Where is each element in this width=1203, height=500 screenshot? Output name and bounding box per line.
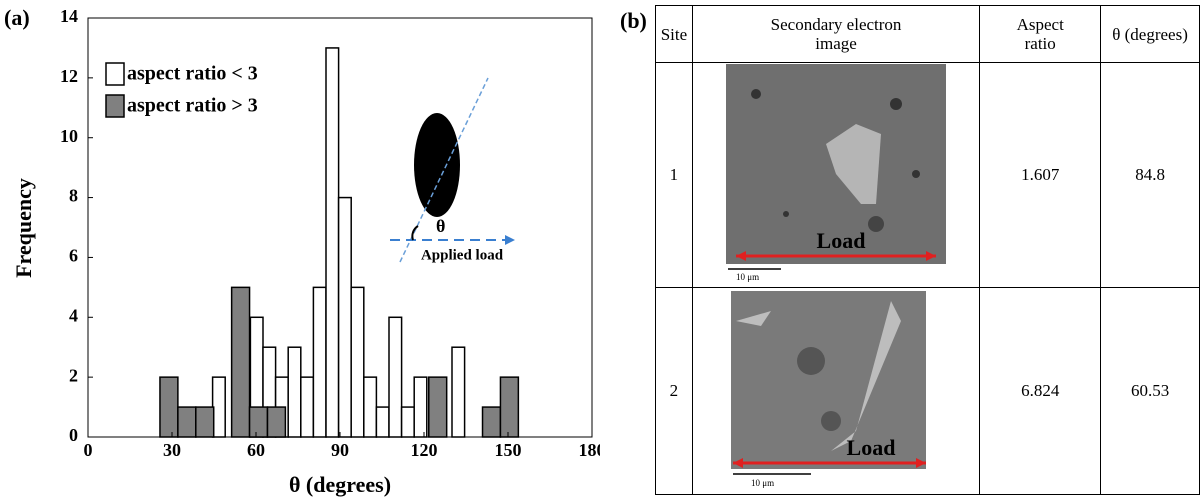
axis-line bbox=[399, 77, 489, 263]
legend-label: aspect ratio > 3 bbox=[127, 95, 258, 117]
table-row: 2 Load 10 μm 6.824 60.53 bbox=[655, 287, 1200, 495]
cell: 1.607 bbox=[979, 62, 1102, 288]
cell: 60.53 bbox=[1100, 287, 1200, 495]
bar bbox=[400, 406, 415, 438]
cell: 84.8 bbox=[1100, 62, 1200, 288]
sem-image: Load 10 μm bbox=[726, 64, 947, 282]
bar bbox=[177, 406, 197, 438]
panel-label: (b) bbox=[620, 8, 647, 33]
bar bbox=[266, 406, 287, 438]
image-label: Load bbox=[817, 228, 866, 253]
bar bbox=[195, 406, 215, 438]
chart: (a) θ (degrees) Frequency θ Applied load… bbox=[4, 5, 601, 497]
bar bbox=[300, 376, 315, 438]
bar bbox=[451, 346, 466, 438]
table-row: 1 Load 10 μm 1.607 84.8 bbox=[655, 62, 1200, 288]
load-label: Applied load bbox=[421, 247, 504, 263]
bar bbox=[388, 316, 403, 438]
bar bbox=[287, 346, 302, 438]
cell: 2 bbox=[655, 287, 693, 495]
x-tick-label: 150 bbox=[495, 440, 522, 460]
x-tick-label: 0 bbox=[84, 440, 93, 460]
cell: 6.824 bbox=[979, 287, 1102, 495]
y-tick-label: 8 bbox=[69, 186, 78, 206]
image-cell: Load 10 μm bbox=[691, 62, 981, 288]
bar bbox=[325, 47, 340, 438]
y-tick-label: 4 bbox=[69, 305, 78, 325]
x-tick-label: 30 bbox=[163, 440, 181, 460]
bar bbox=[428, 376, 448, 438]
y-tick-label: 6 bbox=[69, 246, 78, 266]
bar bbox=[375, 406, 390, 438]
bar bbox=[481, 406, 502, 438]
data-table: Site Secondary electron image Aspect rat… bbox=[655, 5, 1200, 495]
header-cell: Secondary electron image bbox=[691, 5, 981, 63]
bar bbox=[312, 286, 327, 438]
image-label: Load bbox=[847, 435, 896, 460]
bar bbox=[211, 376, 226, 438]
header-row: Site Secondary electron image Aspect rat… bbox=[655, 5, 1200, 63]
y-tick-label: 0 bbox=[69, 425, 78, 445]
header-cell: θ (degrees) bbox=[1100, 5, 1200, 63]
cell: 1 bbox=[655, 62, 693, 288]
y-axis-label: Frequency bbox=[11, 178, 36, 278]
scale-bar: 10 μm bbox=[736, 272, 759, 282]
legend-swatch bbox=[105, 62, 125, 86]
bar bbox=[337, 196, 352, 438]
inset-illustration: θ Applied load bbox=[390, 77, 515, 263]
x-axis-label: θ (degrees) bbox=[289, 472, 391, 497]
header-cell: Aspect ratio bbox=[979, 5, 1102, 63]
bar bbox=[350, 286, 365, 438]
arrowhead bbox=[505, 235, 515, 245]
angle-arc bbox=[411, 225, 419, 241]
bar bbox=[248, 406, 269, 438]
header-cell: Site bbox=[655, 5, 693, 63]
bar bbox=[230, 286, 251, 438]
x-tick-label: 180 bbox=[579, 440, 601, 460]
angle-label: θ bbox=[436, 216, 445, 236]
x-tick-label: 120 bbox=[411, 440, 438, 460]
legend-label: aspect ratio < 3 bbox=[127, 63, 258, 85]
x-tick-label: 90 bbox=[331, 440, 349, 460]
y-tick-label: 14 bbox=[60, 6, 78, 26]
x-tick-label: 60 bbox=[247, 440, 265, 460]
bar bbox=[499, 376, 520, 438]
bar bbox=[413, 376, 428, 438]
panel-label: (a) bbox=[4, 5, 30, 30]
image-cell: Load 10 μm bbox=[691, 287, 981, 495]
sem-image: Load 10 μm bbox=[731, 291, 927, 488]
particle bbox=[414, 113, 460, 217]
y-tick-label: 10 bbox=[60, 126, 78, 146]
bar bbox=[159, 376, 179, 438]
scale-bar: 10 μm bbox=[751, 478, 774, 488]
y-tick-label: 2 bbox=[69, 365, 78, 385]
bar bbox=[363, 376, 378, 438]
y-tick-label: 12 bbox=[60, 66, 78, 86]
legend-swatch bbox=[105, 94, 125, 118]
